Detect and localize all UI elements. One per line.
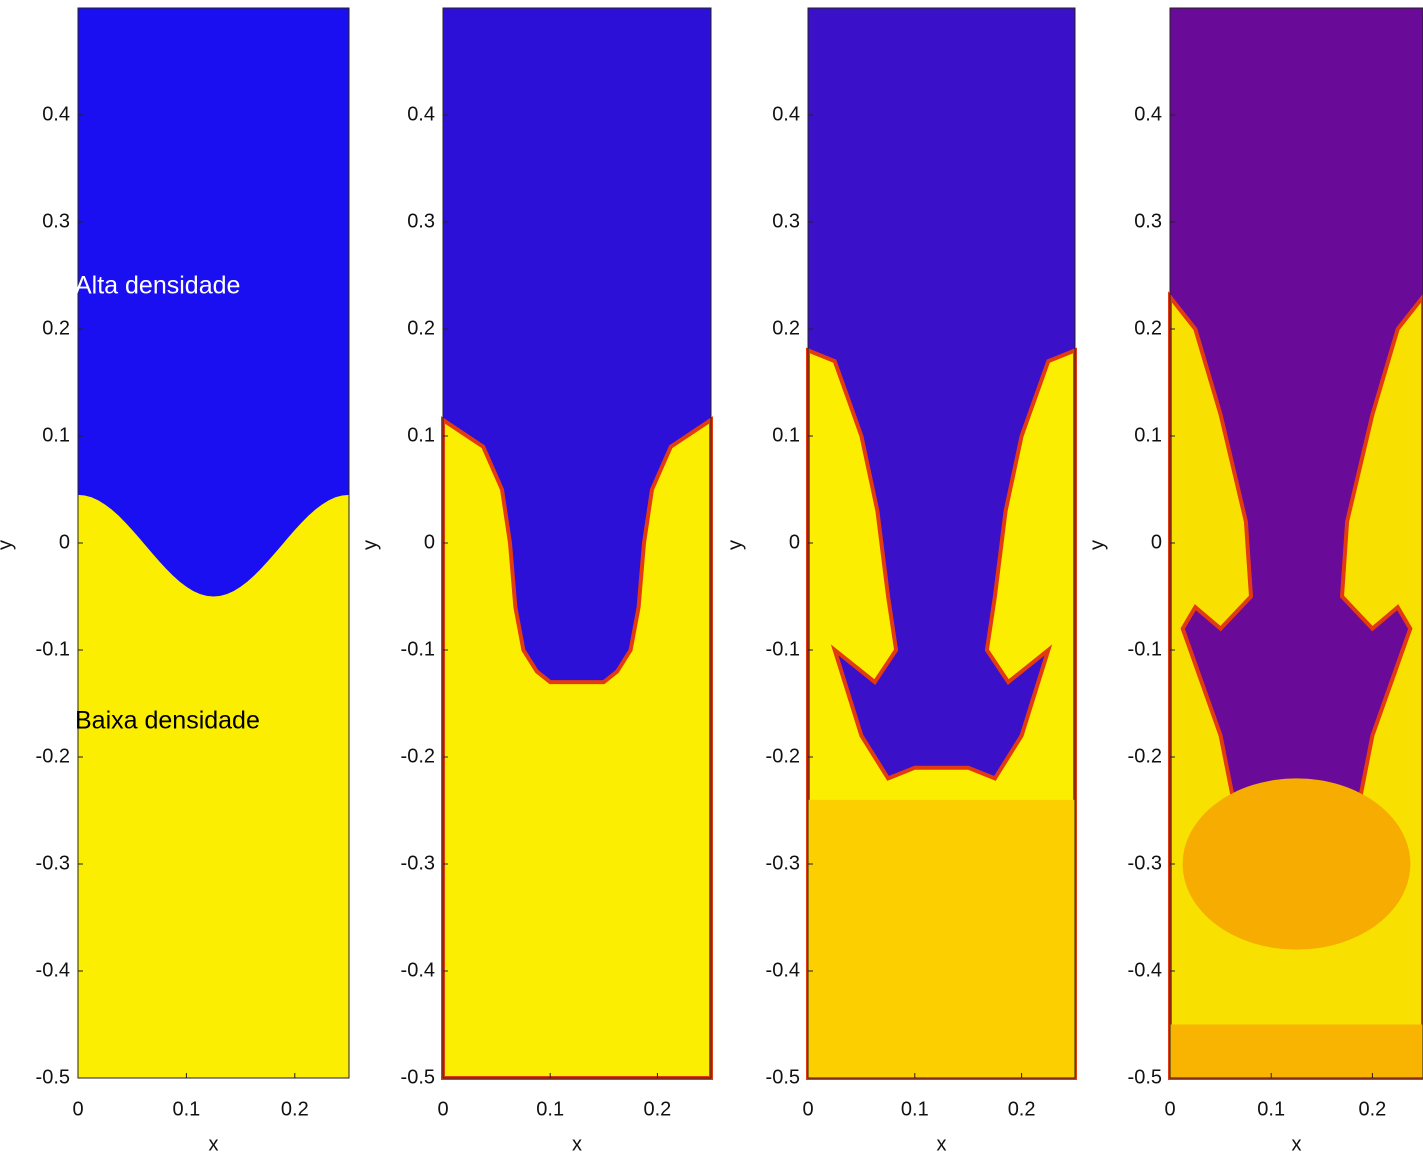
light-fluid bbox=[78, 494, 349, 1078]
y-axis-label: y bbox=[724, 540, 746, 550]
y-tick-label: 0.4 bbox=[1134, 103, 1162, 125]
mixed-layer bbox=[1170, 1024, 1423, 1078]
x-axis-label: x bbox=[937, 1133, 947, 1155]
x-axis-label: x bbox=[1292, 1133, 1302, 1155]
x-tick-label: 0 bbox=[437, 1098, 448, 1120]
x-tick-label: 0 bbox=[1164, 1098, 1175, 1120]
x-tick-label: 0.1 bbox=[1257, 1098, 1285, 1120]
y-tick-label: 0.4 bbox=[42, 103, 70, 125]
y-tick-label: 0.3 bbox=[407, 210, 435, 232]
x-tick-label: 0 bbox=[802, 1098, 813, 1120]
y-axis-label: y bbox=[359, 540, 381, 550]
x-axis-label: x bbox=[209, 1133, 219, 1155]
y-tick-label: -0.1 bbox=[401, 638, 435, 660]
y-tick-label: 0 bbox=[1151, 531, 1162, 553]
y-tick-label: -0.5 bbox=[36, 1066, 70, 1088]
y-tick-label: -0.4 bbox=[1128, 959, 1162, 981]
y-tick-label: 0.1 bbox=[1134, 424, 1162, 446]
y-tick-label: -0.4 bbox=[36, 959, 70, 981]
y-tick-label: 0.2 bbox=[407, 317, 435, 339]
y-tick-label: 0 bbox=[424, 531, 435, 553]
y-tick-label: -0.4 bbox=[401, 959, 435, 981]
y-tick-label: -0.3 bbox=[1128, 852, 1162, 874]
y-tick-label: 0.2 bbox=[772, 317, 800, 339]
y-tick-label: -0.5 bbox=[401, 1066, 435, 1088]
x-tick-label: 0 bbox=[72, 1098, 83, 1120]
y-tick-label: 0.4 bbox=[772, 103, 800, 125]
x-tick-label: 0.2 bbox=[1008, 1098, 1036, 1120]
y-tick-label: 0.4 bbox=[407, 103, 435, 125]
y-tick-label: 0.1 bbox=[42, 424, 70, 446]
y-axis-label: y bbox=[1086, 540, 1108, 550]
y-tick-label: -0.1 bbox=[1128, 638, 1162, 660]
y-tick-label: 0.1 bbox=[407, 424, 435, 446]
x-tick-label: 0.2 bbox=[281, 1098, 309, 1120]
y-tick-label: 0.2 bbox=[42, 317, 70, 339]
y-tick-label: -0.5 bbox=[766, 1066, 800, 1088]
x-tick-label: 0.2 bbox=[1358, 1098, 1386, 1120]
y-axis-label: y bbox=[0, 540, 16, 550]
y-tick-label: 0.1 bbox=[772, 424, 800, 446]
x-axis-label: x bbox=[572, 1133, 582, 1155]
y-tick-label: -0.3 bbox=[401, 852, 435, 874]
y-tick-label: -0.1 bbox=[766, 638, 800, 660]
y-tick-label: -0.5 bbox=[1128, 1066, 1162, 1088]
y-tick-label: 0 bbox=[59, 531, 70, 553]
mixed-layer bbox=[808, 799, 1075, 1078]
y-tick-label: -0.1 bbox=[36, 638, 70, 660]
y-tick-label: 0.3 bbox=[42, 210, 70, 232]
y-tick-label: -0.3 bbox=[766, 852, 800, 874]
y-tick-label: -0.4 bbox=[766, 959, 800, 981]
annotation: Alta densidade bbox=[75, 272, 240, 300]
annotation: Baixa densidade bbox=[75, 707, 260, 735]
y-tick-label: 0.2 bbox=[1134, 317, 1162, 339]
y-tick-label: -0.3 bbox=[36, 852, 70, 874]
x-tick-label: 0.1 bbox=[536, 1098, 564, 1120]
mixed-region bbox=[1182, 778, 1411, 950]
x-tick-label: 0.1 bbox=[901, 1098, 929, 1120]
y-tick-label: 0.3 bbox=[772, 210, 800, 232]
y-tick-label: 0 bbox=[789, 531, 800, 553]
y-tick-label: -0.2 bbox=[401, 745, 435, 767]
y-tick-label: 0.3 bbox=[1134, 210, 1162, 232]
y-tick-label: -0.2 bbox=[766, 745, 800, 767]
x-tick-label: 0.1 bbox=[172, 1098, 200, 1120]
x-tick-label: 0.2 bbox=[643, 1098, 671, 1120]
y-tick-label: -0.2 bbox=[1128, 745, 1162, 767]
y-tick-label: -0.2 bbox=[36, 745, 70, 767]
